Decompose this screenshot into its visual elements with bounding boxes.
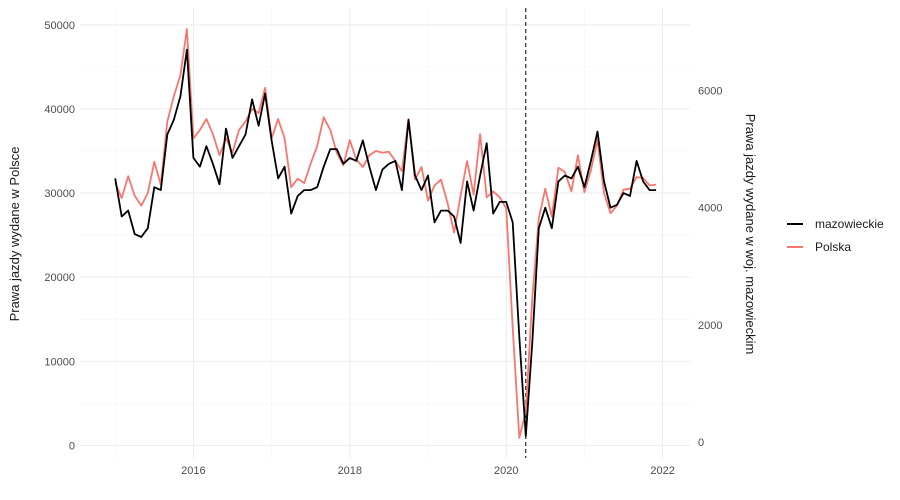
y-tick-left: 30000 bbox=[44, 188, 75, 200]
y-ticks-right: 0 2000 4000 6000 bbox=[698, 86, 722, 449]
y-axis-title-right: Prawa jazdy wydane w woj. mazowieckim bbox=[743, 114, 758, 355]
legend-label-mazowieckie: mazowieckie bbox=[815, 217, 884, 231]
y-axis-title-left: Prawa jazdy wydane w Polsce bbox=[7, 147, 22, 322]
legend: mazowieckie Polska bbox=[787, 217, 884, 254]
x-tick: 2018 bbox=[338, 465, 362, 477]
y-tick-left: 0 bbox=[69, 440, 75, 452]
grid bbox=[80, 8, 690, 458]
series-layer bbox=[114, 28, 657, 439]
y-tick-left: 50000 bbox=[44, 20, 75, 32]
y-tick-left: 10000 bbox=[44, 356, 75, 368]
legend-label-polska: Polska bbox=[815, 240, 851, 254]
x-ticks: 2016 2018 2020 2022 bbox=[181, 465, 675, 477]
y-ticks-left: 0 10000 20000 30000 40000 50000 bbox=[44, 20, 75, 453]
y-tick-right: 2000 bbox=[698, 320, 722, 332]
series-line-polska bbox=[114, 28, 657, 439]
y-tick-right: 0 bbox=[698, 437, 704, 449]
y-tick-right: 4000 bbox=[698, 203, 722, 215]
x-tick: 2022 bbox=[650, 465, 674, 477]
y-tick-right: 6000 bbox=[698, 86, 722, 98]
x-tick: 2016 bbox=[181, 465, 205, 477]
y-tick-left: 20000 bbox=[44, 272, 75, 284]
x-tick: 2020 bbox=[494, 465, 518, 477]
y-tick-left: 40000 bbox=[44, 104, 75, 116]
series-line-mazowieckie bbox=[114, 48, 657, 438]
